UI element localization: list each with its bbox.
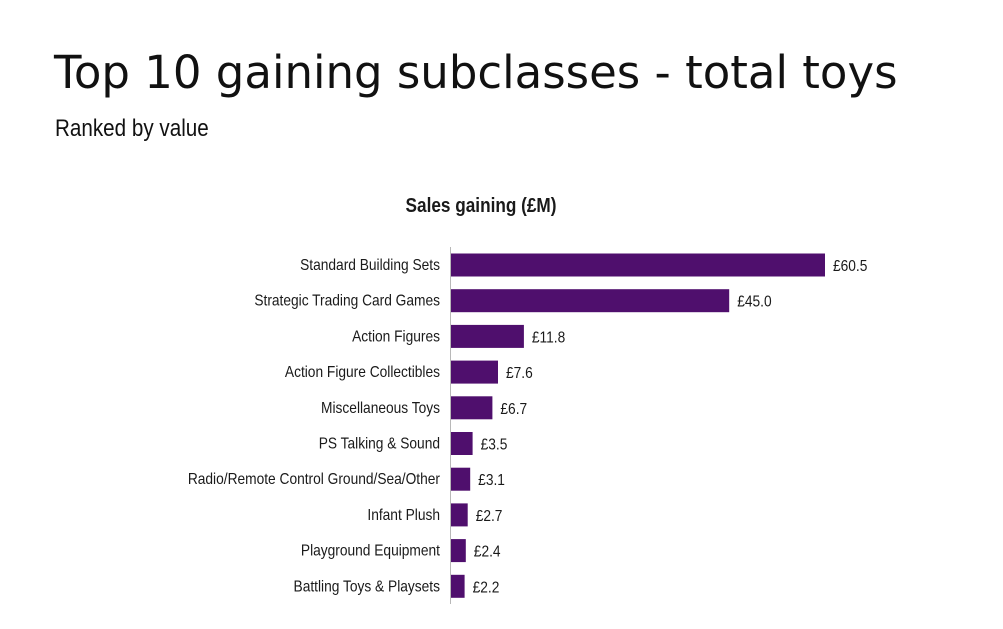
value-label: £7.6 <box>506 364 533 382</box>
category-label: Infant Plush <box>367 506 440 524</box>
category-label: Action Figure Collectibles <box>285 363 440 381</box>
bar <box>451 396 493 420</box>
category-label: PS Talking & Sound <box>319 435 440 453</box>
page-subtitle: Ranked by value <box>55 115 209 142</box>
category-label: Radio/Remote Control Ground/Sea/Other <box>188 470 440 488</box>
value-label: £45.0 <box>737 293 771 311</box>
value-label: £2.2 <box>473 578 500 596</box>
value-label: £60.5 <box>833 257 867 275</box>
bar <box>451 539 466 563</box>
bar <box>451 253 825 277</box>
category-label: Strategic Trading Card Games <box>254 292 440 310</box>
bars-layer: Standard Building Sets £60.5 Strategic Tra… <box>188 253 867 598</box>
value-label: £3.1 <box>478 471 505 489</box>
category-label: Playground Equipment <box>301 542 441 560</box>
value-label: £2.4 <box>474 543 501 561</box>
value-label: £6.7 <box>500 400 527 418</box>
category-label: Standard Building Sets <box>300 256 440 274</box>
chart-title: Sales gaining (£M) <box>406 194 557 217</box>
category-label: Action Figures <box>352 327 440 345</box>
bar <box>451 360 498 384</box>
bar <box>451 324 524 348</box>
value-label: £11.8 <box>532 328 565 346</box>
page-title: Top 10 gaining subclasses - total toys <box>54 46 898 99</box>
bar <box>451 289 730 313</box>
bar <box>451 432 473 455</box>
value-label: £3.5 <box>481 436 508 454</box>
category-label: Miscellaneous Toys <box>321 399 440 417</box>
bar <box>451 467 471 491</box>
bar <box>451 503 468 527</box>
value-label: £2.7 <box>476 507 503 525</box>
bar <box>451 574 465 598</box>
category-label: Battling Toys & Playsets <box>294 577 440 595</box>
